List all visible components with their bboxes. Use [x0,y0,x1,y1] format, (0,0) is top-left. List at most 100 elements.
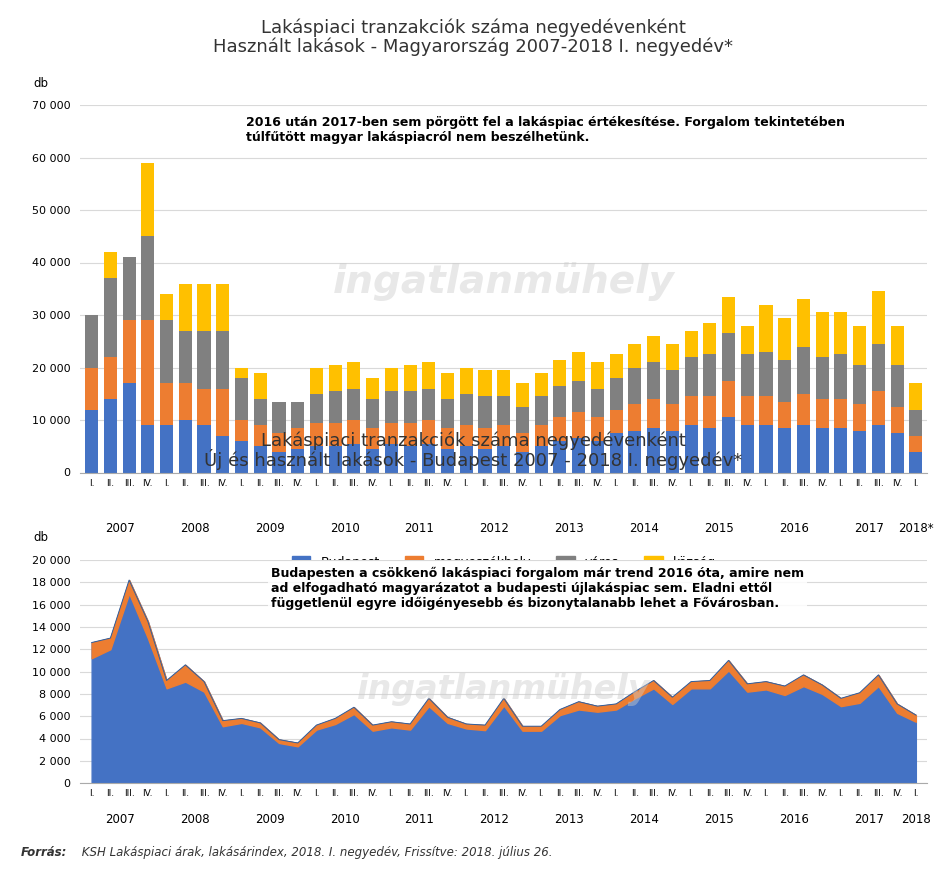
Bar [217,331,229,388]
Bar [498,425,510,446]
Bar [328,423,342,446]
Bar [909,383,922,410]
Bar [647,362,660,399]
Bar [815,312,829,357]
Bar [890,365,903,407]
Bar [104,357,117,399]
Bar [909,436,922,452]
Bar [722,417,735,473]
Bar [291,402,305,428]
Bar [104,252,117,278]
Bar [834,428,848,473]
Bar [235,420,248,441]
Text: 2014: 2014 [629,522,659,536]
Bar [123,257,135,320]
Bar [498,396,510,425]
Bar [760,352,773,396]
Bar [516,433,529,452]
Bar [404,391,416,423]
Text: 2015: 2015 [704,522,734,536]
Text: Forrás:: Forrás: [21,846,67,858]
Bar [760,425,773,473]
Bar [890,326,903,365]
Text: 2010: 2010 [329,522,359,536]
Bar [628,430,641,473]
Bar [254,373,267,399]
Bar [235,441,248,472]
Bar [516,407,529,433]
Bar [160,425,173,473]
Text: db: db [34,77,49,90]
Bar [123,320,135,383]
Text: Lakáspiaci tranzakciók száma negyedévenként: Lakáspiaci tranzakciók száma negyedévenk… [260,18,686,38]
Text: 2009: 2009 [254,522,285,536]
Text: KSH Lakáspiaci árak, lakásárindex, 2018. I. negyedév, Frissítve: 2018. július 26: KSH Lakáspiaci árak, lakásárindex, 2018.… [78,846,552,858]
Bar [366,399,379,428]
Text: ingatlanmühely: ingatlanmühely [357,673,651,706]
Bar [703,354,716,396]
Bar [441,399,454,428]
Bar [760,304,773,352]
Text: 2018*: 2018* [898,522,934,536]
Bar [628,344,641,368]
Bar [235,378,248,420]
Bar [779,360,791,402]
Bar [685,331,697,357]
Bar [853,404,867,430]
Bar [422,420,435,444]
Bar [441,428,454,449]
Bar [422,444,435,472]
Bar [741,354,754,396]
Bar [404,423,416,446]
Bar [198,331,211,388]
Text: 2008: 2008 [180,522,209,536]
Bar [553,360,567,386]
Bar [217,436,229,473]
Bar [722,381,735,417]
Bar [272,452,286,472]
Bar [347,420,360,444]
Bar [291,449,305,472]
Bar [890,433,903,473]
Bar [254,425,267,446]
Bar [815,428,829,473]
Bar [272,402,286,433]
Bar [572,438,586,472]
Bar [198,284,211,331]
Bar [404,446,416,472]
Bar [853,326,867,365]
Bar [366,378,379,399]
Bar [722,333,735,381]
Bar [647,399,660,428]
Bar [553,386,567,417]
Bar [909,452,922,472]
Legend: Budapest, megyeszékhely, város, község: Budapest, megyeszékhely, város, község [291,556,716,569]
Bar [272,433,286,452]
Bar [609,410,622,433]
Bar [347,362,360,388]
Bar [198,388,211,425]
Bar [179,383,192,420]
Bar [460,425,473,446]
Bar [572,412,586,438]
Bar [104,278,117,357]
Bar [534,373,548,396]
Bar [310,423,323,446]
Bar [179,284,192,331]
Bar [328,365,342,391]
Text: 2016 után 2017-ben sem pörgött fel a lakáspiac értékesítése. Forgalom tekintetéb: 2016 után 2017-ben sem pörgött fel a lak… [246,116,845,144]
Text: 2007: 2007 [105,522,134,536]
Bar [385,368,398,391]
Bar [834,399,848,428]
Text: 2013: 2013 [554,813,585,826]
Bar [404,365,416,391]
Bar [872,344,885,391]
Bar [347,444,360,472]
Bar [254,446,267,472]
Text: db: db [34,531,49,544]
Bar [85,315,98,368]
Text: 2010: 2010 [329,813,359,826]
Bar [797,346,810,394]
Bar [291,428,305,449]
Bar [104,399,117,472]
